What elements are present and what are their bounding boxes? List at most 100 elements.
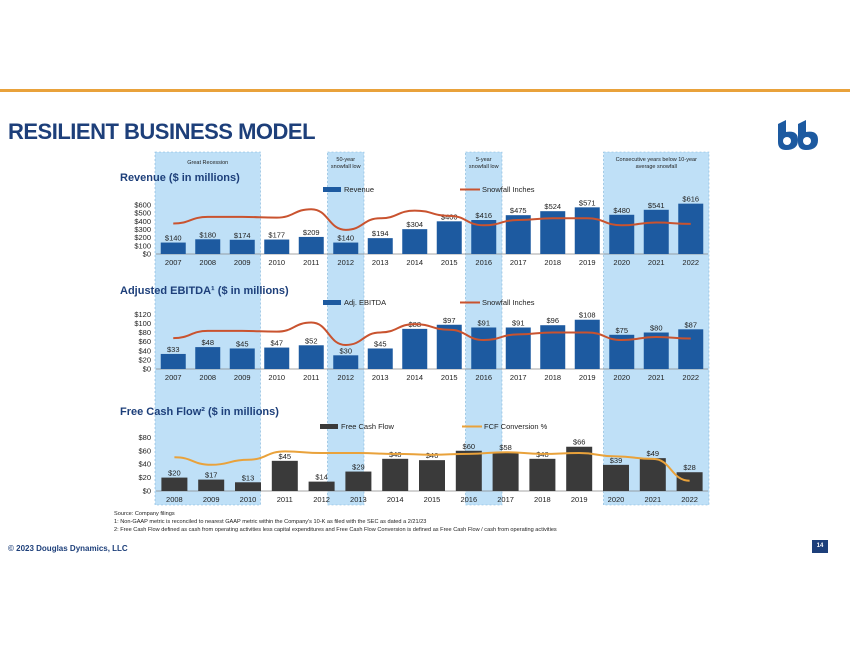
band-caption: Consecutive years below 10-year <box>616 157 697 163</box>
bar-data-label: $524 <box>544 202 561 211</box>
legend-swatch-bar <box>320 424 338 429</box>
top-accent-bar <box>0 89 850 92</box>
x-tick-label: 2016 <box>475 258 492 267</box>
highlight-band <box>327 151 365 506</box>
y-tick-label: $80 <box>138 433 151 442</box>
bar <box>492 452 519 491</box>
bar <box>367 238 393 254</box>
chart-title: Adjusted EBITDA¹ ($ in millions) <box>120 285 289 297</box>
bar-data-label: $87 <box>684 320 697 329</box>
y-tick-label: $500 <box>134 209 151 218</box>
bar-data-label: $91 <box>512 318 525 327</box>
bar-data-label: $60 <box>463 442 476 451</box>
x-tick-label: 2010 <box>268 373 285 382</box>
bar-data-label: $194 <box>372 229 389 238</box>
x-tick-label: 2009 <box>234 258 251 267</box>
x-tick-label: 2009 <box>234 373 251 382</box>
bar-data-label: $571 <box>579 198 596 207</box>
bar-data-label: $140 <box>337 234 354 243</box>
bar-data-label: $97 <box>443 316 456 325</box>
bar <box>271 460 298 491</box>
bar <box>436 324 462 369</box>
x-tick-label: 2007 <box>165 258 182 267</box>
x-tick-label: 2009 <box>203 495 220 504</box>
bar-data-label: $45 <box>279 452 292 461</box>
page-number-badge: 14 <box>812 540 828 553</box>
y-tick-label: $300 <box>134 225 151 234</box>
band-caption: average snowfall <box>636 164 677 170</box>
footnotes: Source: Company filings 1: Non-GAAP metr… <box>114 510 557 534</box>
bar <box>643 332 669 369</box>
legend-label-line: Snowfall Inches <box>482 298 535 307</box>
bar <box>160 242 186 254</box>
x-tick-label: 2018 <box>534 495 551 504</box>
y-tick-label: $600 <box>134 200 151 209</box>
bar-data-label: $80 <box>650 324 663 333</box>
y-tick-label: $40 <box>138 346 151 355</box>
footnote-1: 1: Non-GAAP metric is reconciled to near… <box>114 519 427 525</box>
bar <box>195 239 221 254</box>
bar-data-label: $616 <box>682 195 699 204</box>
bar <box>574 207 600 254</box>
bar-data-label: $48 <box>201 338 214 347</box>
bar-data-label: $174 <box>234 231 251 240</box>
x-tick-label: 2020 <box>613 258 630 267</box>
bar <box>382 458 409 491</box>
y-tick-label: $100 <box>134 241 151 250</box>
legend-swatch-bar <box>323 187 341 192</box>
x-tick-label: 2015 <box>441 258 458 267</box>
bar-data-label: $541 <box>648 201 665 210</box>
legend-swatch-bar <box>323 300 341 305</box>
x-tick-label: 2012 <box>313 495 330 504</box>
x-tick-label: 2011 <box>303 373 319 382</box>
bar <box>229 348 255 369</box>
x-tick-label: 2010 <box>240 495 257 504</box>
x-tick-label: 2012 <box>337 373 354 382</box>
bar-data-label: $45 <box>236 339 249 348</box>
x-tick-label: 2016 <box>460 495 477 504</box>
y-tick-label: $60 <box>138 446 151 455</box>
footnote-source: Source: Company filings <box>114 511 175 517</box>
bar <box>455 450 482 491</box>
x-tick-label: 2010 <box>268 258 285 267</box>
legend-label-bar: Free Cash Flow <box>341 422 395 431</box>
band-caption: 5-year <box>476 157 492 163</box>
bar <box>198 479 225 491</box>
x-tick-label: 2007 <box>165 373 182 382</box>
bar-data-label: $30 <box>339 346 352 355</box>
bar <box>235 482 261 491</box>
y-tick-label: $0 <box>143 250 151 259</box>
bar <box>678 329 704 369</box>
y-tick-label: $80 <box>138 328 151 337</box>
bar <box>264 239 290 254</box>
x-tick-label: 2019 <box>571 495 588 504</box>
bar <box>298 345 324 369</box>
bar <box>161 477 188 491</box>
bar-data-label: $17 <box>205 471 218 480</box>
x-tick-label: 2013 <box>372 373 389 382</box>
x-tick-label: 2016 <box>475 373 492 382</box>
x-tick-label: 2012 <box>337 258 354 267</box>
x-tick-label: 2019 <box>579 373 596 382</box>
x-tick-label: 2008 <box>166 495 183 504</box>
bar <box>367 348 393 369</box>
x-tick-label: 2022 <box>682 373 699 382</box>
y-tick-label: $40 <box>138 460 151 469</box>
x-tick-label: 2021 <box>644 495 661 504</box>
x-tick-label: 2018 <box>544 373 561 382</box>
bar <box>229 239 255 254</box>
bar <box>603 464 629 491</box>
bar-data-label: $47 <box>270 339 283 348</box>
bar-data-label: $180 <box>199 230 216 239</box>
legend-label-bar: Adj. EBITDA <box>344 298 386 307</box>
bar-data-label: $20 <box>168 469 181 478</box>
bar <box>639 458 666 491</box>
bar-data-label: $28 <box>683 463 696 472</box>
y-tick-label: $20 <box>138 355 151 364</box>
x-tick-label: 2018 <box>544 258 561 267</box>
bar-data-label: $14 <box>315 473 328 482</box>
y-tick-label: $60 <box>138 337 151 346</box>
bar-data-label: $475 <box>510 206 527 215</box>
bar <box>308 481 335 491</box>
x-tick-label: 2011 <box>303 258 319 267</box>
